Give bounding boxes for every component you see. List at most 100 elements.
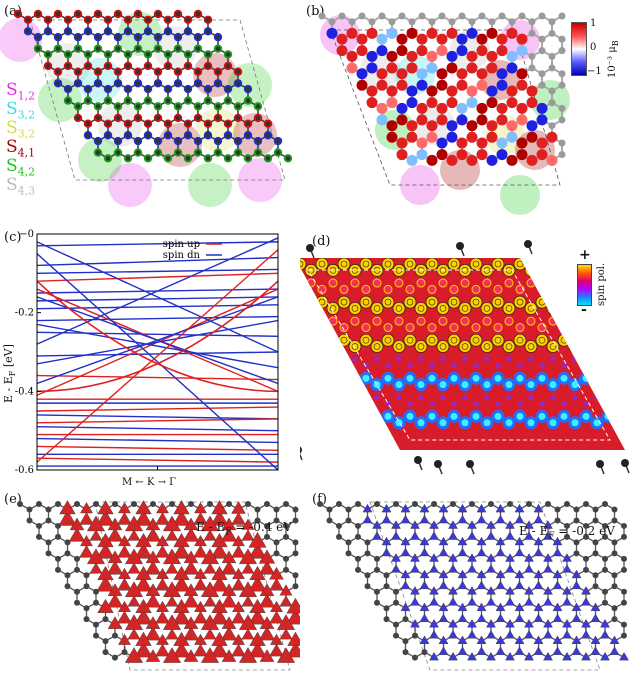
band-line	[37, 296, 278, 302]
spin-up-peak	[392, 302, 406, 315]
site-legend-symbol: S	[6, 156, 18, 176]
atom	[45, 539, 52, 546]
spin-up-peak	[436, 340, 450, 353]
contour	[427, 323, 437, 333]
spin-up-peak	[447, 295, 461, 309]
atom	[115, 11, 121, 17]
density-lobe	[562, 630, 572, 639]
atom	[95, 150, 101, 155]
spin-down-core	[505, 381, 513, 389]
contour	[627, 261, 633, 267]
spin-up-peak	[381, 295, 395, 309]
density-lobe	[410, 531, 420, 540]
density-lobe	[429, 630, 439, 639]
density-lobe	[381, 514, 392, 524]
atom	[548, 18, 556, 26]
atom	[388, 18, 396, 26]
contour	[450, 336, 458, 344]
colorbar-b-min: −1	[587, 66, 602, 77]
atom	[402, 616, 409, 623]
contour	[439, 267, 447, 274]
atom	[621, 522, 627, 529]
atom	[364, 539, 371, 546]
contour	[416, 316, 426, 326]
contour	[593, 343, 601, 350]
density-lobe	[505, 630, 515, 639]
atom	[355, 555, 361, 562]
atom	[125, 63, 131, 69]
atom	[35, 34, 41, 40]
band-line	[37, 406, 278, 412]
minor-feature	[418, 394, 424, 401]
density-lobe	[165, 529, 179, 541]
atom	[195, 34, 201, 40]
density-lobe	[183, 517, 199, 531]
atom	[55, 555, 61, 562]
contour	[439, 343, 447, 350]
moment	[426, 27, 438, 39]
spin-down-core	[538, 374, 546, 382]
minor-feature	[495, 362, 501, 369]
spin-up-peak	[623, 258, 625, 271]
moment	[456, 45, 468, 57]
bands	[37, 237, 278, 470]
spin-down-core	[450, 412, 458, 420]
spin-down-core	[627, 375, 633, 382]
atom	[105, 156, 111, 161]
atom	[205, 156, 211, 161]
atom	[115, 34, 121, 40]
atom	[185, 17, 191, 23]
density-lobe	[448, 597, 458, 606]
density-lobe	[448, 586, 458, 595]
atom	[165, 29, 171, 34]
atom	[75, 69, 81, 75]
atom	[488, 501, 494, 507]
density-lobe	[438, 536, 449, 546]
minor-feature	[528, 394, 534, 401]
spin-up-peak	[348, 340, 362, 353]
contour	[549, 343, 557, 350]
density-lobe	[448, 651, 458, 661]
moment	[336, 33, 348, 45]
spin-up-peak	[601, 333, 615, 347]
band-line	[37, 256, 278, 267]
moment	[416, 114, 428, 126]
site-legend-item: S4,2	[6, 156, 35, 178]
spin-up-peak	[436, 302, 450, 315]
atom	[64, 572, 71, 579]
atom	[105, 98, 111, 103]
atom	[398, 12, 406, 20]
atom	[75, 80, 81, 86]
moment	[546, 131, 558, 143]
density-lobe	[400, 602, 411, 612]
spin-down-core	[428, 374, 436, 382]
spin-down-core	[406, 374, 414, 382]
atom	[85, 29, 91, 34]
atom	[255, 138, 261, 144]
atom	[558, 81, 566, 89]
atom	[254, 506, 261, 513]
density-lobe	[514, 547, 525, 557]
contour	[493, 323, 503, 333]
moment	[496, 79, 508, 91]
density-lobe	[600, 619, 610, 628]
atom	[558, 47, 566, 55]
atom	[434, 460, 442, 468]
moment	[486, 85, 498, 97]
legend-label: spin up	[163, 239, 200, 250]
spin-up-peak	[612, 264, 625, 277]
spin-up-peak	[359, 295, 373, 309]
density-lobe	[258, 626, 276, 641]
spin-down-core	[494, 412, 502, 420]
atom	[105, 121, 111, 126]
density-lobe	[438, 514, 449, 524]
density-lobe	[457, 646, 468, 655]
density-lobe	[118, 502, 131, 514]
atom	[175, 34, 181, 40]
contour	[614, 278, 624, 288]
density-lobe	[238, 614, 258, 630]
moment	[506, 27, 518, 39]
minor-feature	[583, 400, 589, 407]
moment	[516, 79, 528, 91]
density-lobe	[182, 560, 200, 575]
